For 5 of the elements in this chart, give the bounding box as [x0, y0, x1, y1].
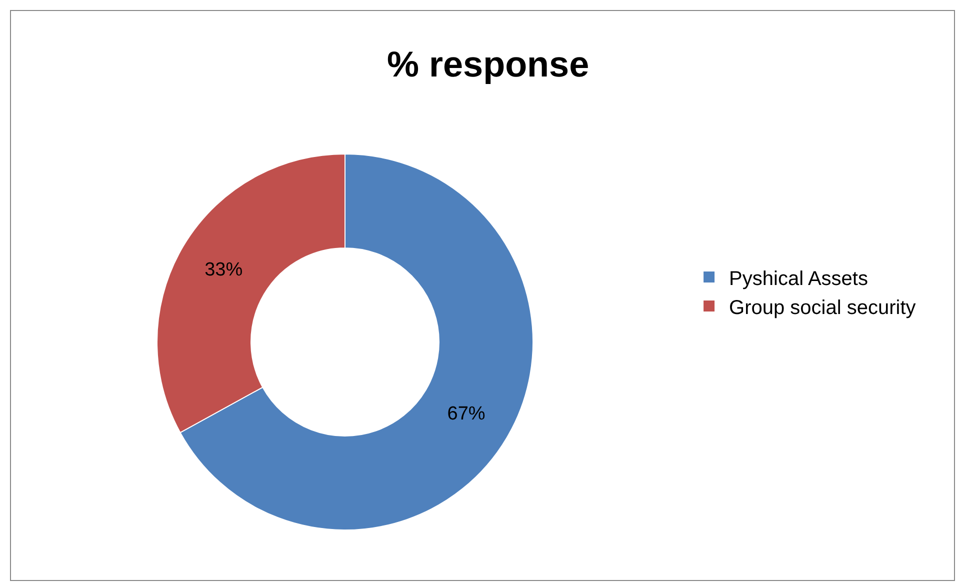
data-label: 33%	[204, 260, 243, 281]
legend-label: Group social security	[729, 296, 916, 319]
legend-label: Pyshical Assets	[729, 268, 868, 290]
data-label: 67%	[447, 403, 486, 424]
chart-title: % response	[387, 44, 590, 85]
